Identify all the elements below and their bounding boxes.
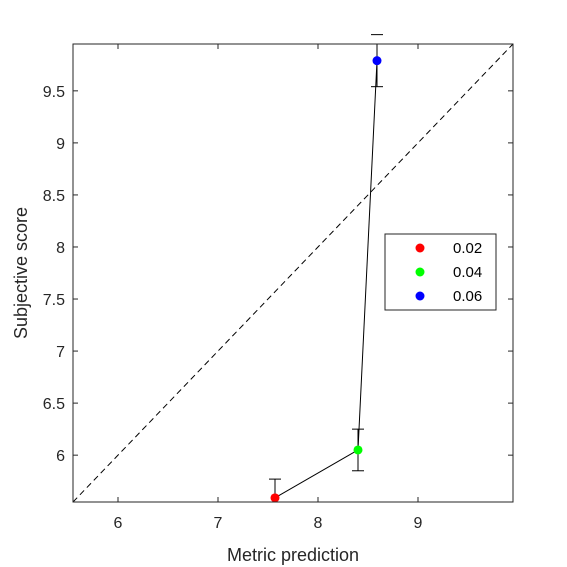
- legend-marker: [415, 291, 425, 301]
- legend-label: 0.06: [453, 288, 482, 305]
- legend-marker: [415, 243, 425, 253]
- y-ticks: 6 6.5 7 7.5 8 8.5 9 9.5: [43, 84, 513, 465]
- data-point-3: [372, 56, 382, 66]
- data-points: [270, 56, 382, 503]
- data-point-2: [353, 445, 363, 455]
- x-axis-label: Metric prediction: [227, 545, 359, 565]
- legend-box: [384, 233, 497, 311]
- legend-entry-3: 0.06: [415, 288, 482, 305]
- reference-line-layer: [73, 44, 513, 502]
- legend-label: 0.04: [453, 264, 482, 281]
- legend-entry-1: 0.02: [415, 240, 482, 257]
- legend-marker: [415, 267, 425, 277]
- data-point-1: [270, 493, 280, 503]
- legend-label: 0.02: [453, 240, 482, 257]
- error-bar-3: [371, 34, 383, 88]
- legend: 0.02 0.04 0.06: [384, 233, 497, 311]
- y-tick-label: 6.5: [43, 396, 65, 413]
- y-tick-label: 8: [56, 240, 65, 257]
- y-tick-label: 9: [56, 136, 65, 153]
- x-tick-label: 8: [314, 515, 323, 532]
- y-tick-label: 7.5: [43, 292, 65, 309]
- x-tick-label: 9: [414, 515, 423, 532]
- reference-diagonal-line: [73, 44, 513, 502]
- y-tick-label: 9.5: [43, 84, 65, 101]
- x-ticks: 6 7 8 9: [114, 44, 423, 532]
- plot-frame: [72, 43, 514, 503]
- x-tick-label: 6: [114, 515, 123, 532]
- y-tick-label: 6: [56, 448, 65, 465]
- legend-entry-2: 0.04: [415, 264, 482, 281]
- y-axis-label: Subjective score: [11, 207, 31, 339]
- x-tick-label: 7: [214, 515, 223, 532]
- y-tick-label: 7: [56, 344, 65, 361]
- y-tick-label: 8.5: [43, 188, 65, 205]
